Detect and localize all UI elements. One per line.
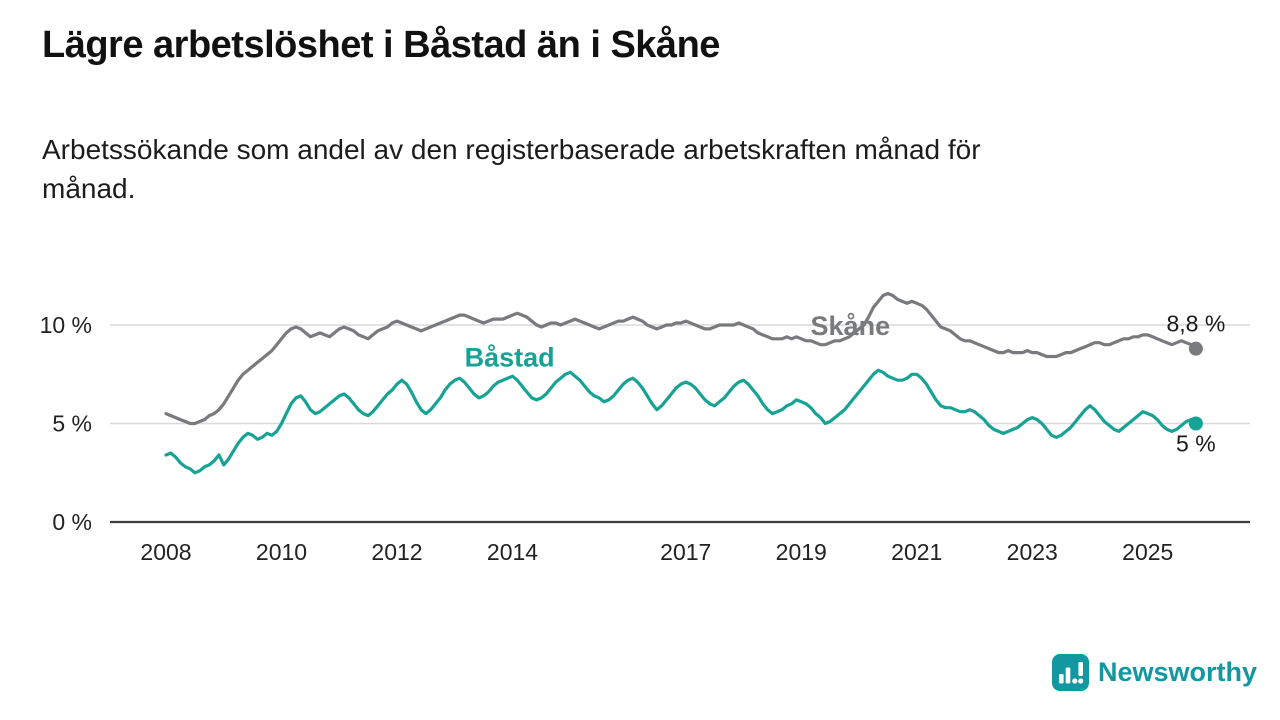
- chart-subtitle: Arbetssökande som andel av den registerb…: [42, 134, 981, 205]
- newsworthy-logo-text: Newsworthy: [1098, 657, 1258, 687]
- y-tick-label: 5 %: [52, 411, 92, 437]
- x-tick-label: 2014: [487, 539, 538, 565]
- x-tick-label: 2017: [660, 539, 711, 565]
- bastad-line: [164, 368, 1198, 475]
- x-tick-label: 2021: [891, 539, 942, 565]
- bastad-series-label: Båstad: [465, 343, 555, 373]
- chart-title: Lägre arbetslöshet i Båstad än i Skåne: [42, 24, 720, 66]
- y-tick-label: 10 %: [40, 312, 92, 338]
- x-tick-label: 2010: [256, 539, 307, 565]
- x-tick-label: 2023: [1007, 539, 1058, 565]
- x-tick-label: 2012: [371, 539, 422, 565]
- y-tick-label: 0 %: [52, 509, 92, 535]
- skane-series-label: Skåne: [811, 311, 891, 341]
- bastad-end-value-label: 5 %: [1176, 431, 1216, 457]
- skane-end-value-label: 8,8 %: [1166, 311, 1225, 337]
- x-tick-label: 2019: [776, 539, 827, 565]
- x-tick-label: 2025: [1122, 539, 1173, 565]
- x-tick-label: 2008: [140, 539, 191, 565]
- newsworthy-logo-icon: [1052, 654, 1089, 691]
- skane-end-dot: [1188, 341, 1203, 356]
- bastad-end-dot: [1188, 416, 1203, 431]
- skane-line: [164, 291, 1198, 426]
- newsworthy-branding: Newsworthy: [1052, 654, 1257, 691]
